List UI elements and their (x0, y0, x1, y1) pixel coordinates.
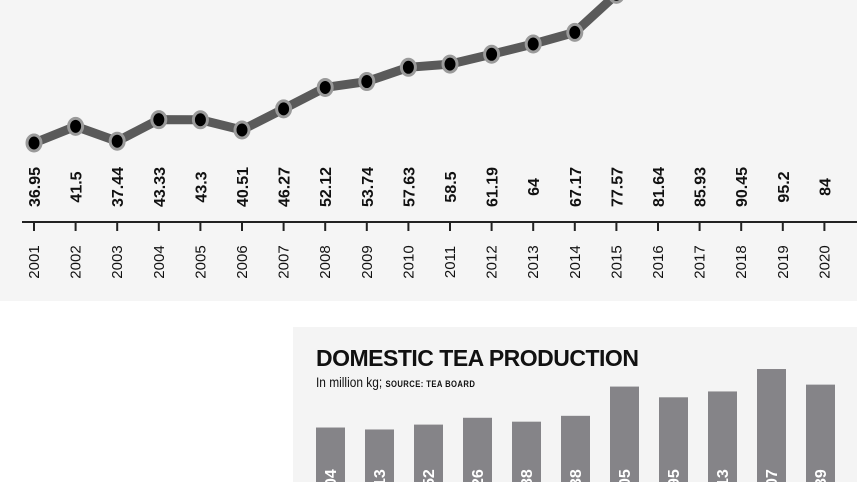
data-label: 53.74 (360, 167, 377, 207)
data-label: 85.93 (693, 167, 710, 207)
data-point (566, 22, 584, 42)
data-point (609, 0, 624, 4)
data-point (108, 131, 126, 151)
data-label: 40.51 (235, 167, 252, 207)
data-label: 84 (817, 178, 834, 196)
bar (659, 397, 688, 482)
bar (414, 424, 443, 482)
data-label: 43.3 (193, 171, 210, 202)
x-tick-label: 2012 (484, 245, 501, 278)
bar-label: 26 (470, 469, 487, 482)
data-label: 41.5 (69, 171, 86, 202)
data-label: 46.27 (277, 167, 294, 207)
data-label: 67.17 (568, 167, 585, 207)
line-chart-panel: 36.95 2001 41.5 2002 37.44 2003 43.33 2004 43.3 2… (22, 0, 857, 279)
data-point (399, 57, 417, 77)
bar-label: 04 (323, 469, 340, 482)
x-tick-label: 2014 (567, 245, 584, 278)
bar-chart-panel: 04 13 52 26 88 38 05 95 13 07 39 DOMESTIC TEA PROD… (293, 327, 857, 482)
data-label: 77.57 (609, 167, 626, 207)
bar (512, 421, 541, 482)
data-label: 37.44 (110, 167, 127, 207)
bar-label: 88 (519, 469, 536, 482)
x-tick-label: 2020 (816, 245, 833, 278)
x-tick-label: 2005 (192, 245, 209, 278)
bar (463, 417, 492, 482)
data-point (524, 34, 542, 54)
bar (316, 427, 345, 482)
bar (708, 391, 737, 482)
x-tick-label: 2019 (775, 245, 792, 278)
chart-title: DOMESTIC TEA PRODUCTION (316, 345, 639, 371)
x-tick-label: 2009 (359, 245, 376, 278)
x-tick-label: 2003 (109, 245, 126, 278)
data-label: 81.64 (651, 167, 668, 207)
x-tick-label: 2002 (68, 245, 85, 278)
x-tick-label: 2007 (276, 245, 293, 278)
data-label: 57.63 (401, 167, 418, 207)
data-label: 64 (526, 178, 543, 196)
x-tick-label: 2017 (692, 245, 709, 278)
bar (610, 386, 639, 482)
data-point (441, 54, 459, 74)
x-tick-label: 2008 (317, 245, 334, 278)
bar-label: 07 (764, 469, 781, 482)
data-point (358, 72, 376, 92)
data-point (483, 44, 501, 64)
data-label: 95.2 (776, 171, 793, 202)
data-point (191, 110, 209, 130)
data-label: 61.19 (485, 167, 502, 207)
x-tick-label: 2018 (733, 245, 750, 278)
bar (757, 369, 786, 482)
x-tick-label: 2010 (400, 245, 417, 278)
bar-label: 13 (372, 469, 389, 482)
data-label: 43.33 (152, 167, 169, 207)
bar-label: 38 (568, 469, 585, 482)
x-tick-label: 2016 (650, 245, 667, 278)
x-tick-label: 2013 (525, 245, 542, 278)
data-point (150, 110, 168, 130)
bar-label: 05 (617, 469, 634, 482)
bar-chart: 04 13 52 26 88 38 05 95 13 07 39 (316, 369, 835, 482)
line-chart: 36.95 2001 41.5 2002 37.44 2003 43.33 2004 43.3 2… (22, 0, 857, 279)
unit-label: In million kg; (316, 374, 383, 390)
source-label: SOURCE: TEA BOARD (385, 379, 476, 389)
data-label: 58.5 (443, 171, 460, 202)
x-tick-label: 2004 (151, 245, 168, 278)
data-label: 90.45 (734, 167, 751, 207)
chart-subtitle: In million kg; SOURCE: TEA BOARD (316, 374, 475, 390)
bar-label: 52 (421, 469, 438, 482)
data-point (25, 133, 43, 153)
bar (561, 415, 590, 482)
x-tick-label: 2006 (234, 245, 251, 278)
bar (806, 384, 835, 482)
bar-label: 13 (715, 469, 732, 482)
bar-label: 95 (666, 469, 683, 482)
data-point (67, 116, 85, 136)
bar-label: 39 (813, 469, 830, 482)
data-point (233, 120, 251, 140)
data-point (316, 77, 334, 97)
data-point (275, 99, 293, 119)
x-tick-label: 2001 (26, 245, 43, 278)
x-tick-label: 2011 (442, 246, 459, 278)
data-label: 52.12 (318, 167, 335, 207)
bar (365, 429, 394, 482)
data-label: 36.95 (27, 167, 44, 207)
x-tick-label: 2015 (608, 245, 625, 278)
